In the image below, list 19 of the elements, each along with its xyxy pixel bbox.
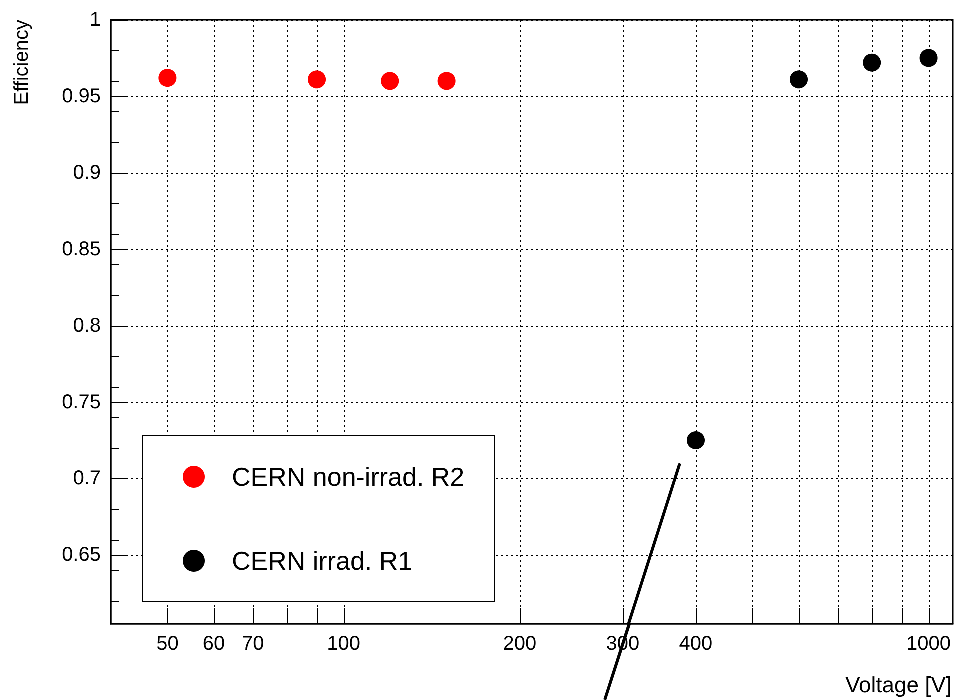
x-tick-label: 400 [679,633,713,655]
y-tick-label: 0.95 [62,85,101,108]
y-tick-label: 0.8 [73,314,101,337]
y-tick-label: 0.75 [62,391,101,414]
x-tick-label: 50 [156,633,179,655]
y-tick-label: 0.65 [62,544,101,566]
y-tick-label: 0.7 [73,468,101,490]
x-tick-label: 200 [503,633,537,655]
x-tick-label: 100 [327,633,360,655]
x-tick-label: 60 [202,633,226,655]
y-tick-label: 1 [90,9,101,31]
x-axis-title: Voltage [V] [846,672,952,698]
x-tick-label: 70 [242,633,264,655]
legend-label: CERN irrad. R1 [232,546,413,576]
y-axis-title: Efficiency [11,20,33,106]
x-tick-label: 1000 [906,633,952,655]
y-tick-label: 0.9 [73,162,101,184]
legend-label: CERN non-irrad. R2 [232,462,465,492]
y-tick-label: 0.85 [62,238,101,260]
